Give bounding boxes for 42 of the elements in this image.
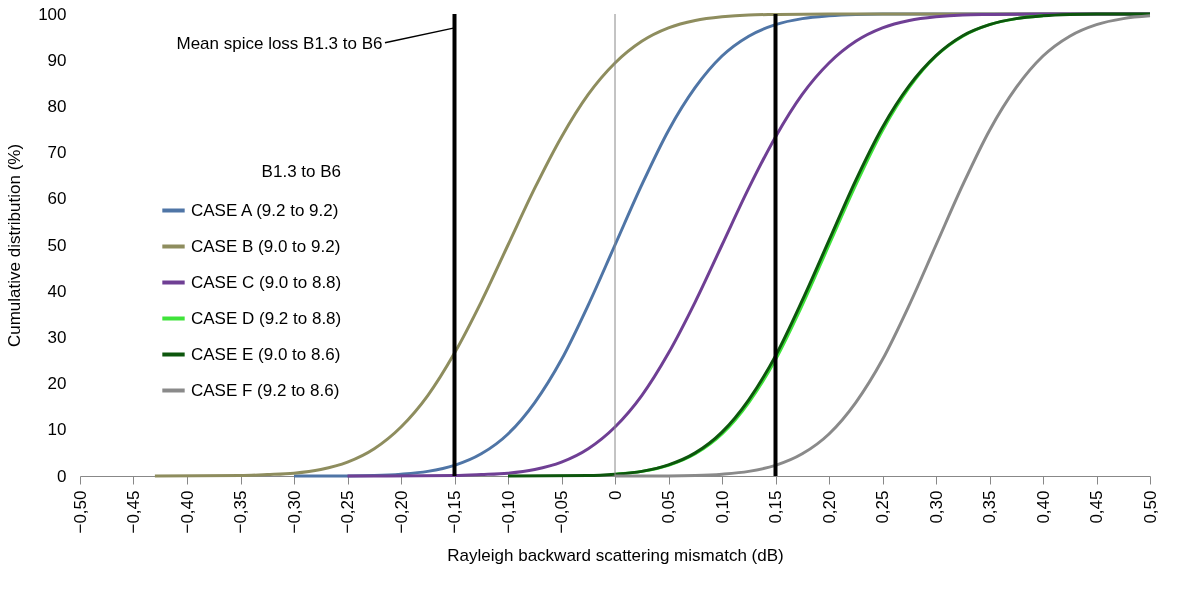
x-tick-label: −0,05: [552, 490, 571, 534]
x-tick-label: 0,50: [1140, 490, 1160, 524]
legend-label: CASE E (9.0 to 8.6): [191, 344, 341, 364]
y-axis-title: Cumulative distribution (%): [5, 143, 25, 348]
x-tick-label: −0,20: [391, 490, 411, 534]
x-tick-label: 0,35: [980, 490, 999, 524]
y-tick-label: 70: [47, 143, 67, 163]
y-tick-label: 20: [47, 374, 67, 394]
x-tick-label: −0,30: [284, 490, 304, 534]
legend-label: CASE C (9.0 to 8.8): [191, 272, 342, 292]
y-tick-label: 30: [47, 327, 67, 347]
x-tick-label: −0,10: [498, 490, 518, 534]
y-tick-label: 10: [47, 420, 67, 440]
x-tick-label: −0,45: [124, 490, 143, 534]
legend-title: B1.3 to B6: [261, 162, 341, 181]
y-tick-label: 60: [47, 189, 67, 209]
legend-label: CASE A (9.2 to 9.2): [191, 200, 339, 220]
x-tick-label: 0,30: [926, 490, 946, 524]
x-tick-label: −0,50: [70, 490, 90, 534]
x-tick-label: 0,45: [1087, 490, 1106, 524]
x-tick-label: 0,15: [766, 490, 785, 524]
annotation: Mean spice loss B1.3 to B6: [176, 33, 383, 53]
x-tick-label: −0,35: [231, 490, 250, 534]
x-tick-label: 0,20: [819, 490, 839, 524]
x-tick-label: 0,10: [712, 490, 732, 524]
legend-label: CASE B (9.0 to 9.2): [191, 236, 341, 256]
y-tick-label: 90: [47, 50, 67, 70]
x-tick-label: −0,25: [338, 490, 357, 534]
x-tick-label: 0,05: [659, 490, 678, 524]
x-tick-label: 0,25: [873, 490, 892, 524]
y-tick-label: 80: [47, 96, 67, 116]
x-axis-title: Rayleigh backward scattering mismatch (dB): [447, 545, 784, 565]
y-tick-label: 100: [38, 4, 67, 24]
y-tick-label: 40: [47, 281, 67, 301]
legend-label: CASE F (9.2 to 8.6): [191, 380, 340, 400]
y-tick-label: 0: [57, 466, 67, 486]
x-tick-label: 0: [605, 490, 625, 500]
y-tick-label: 50: [47, 235, 67, 255]
x-tick-label: 0,40: [1033, 490, 1053, 524]
x-tick-label: −0,15: [445, 490, 464, 534]
x-tick-label: −0,40: [177, 490, 197, 534]
legend-label: CASE D (9.2 to 8.8): [191, 308, 342, 328]
